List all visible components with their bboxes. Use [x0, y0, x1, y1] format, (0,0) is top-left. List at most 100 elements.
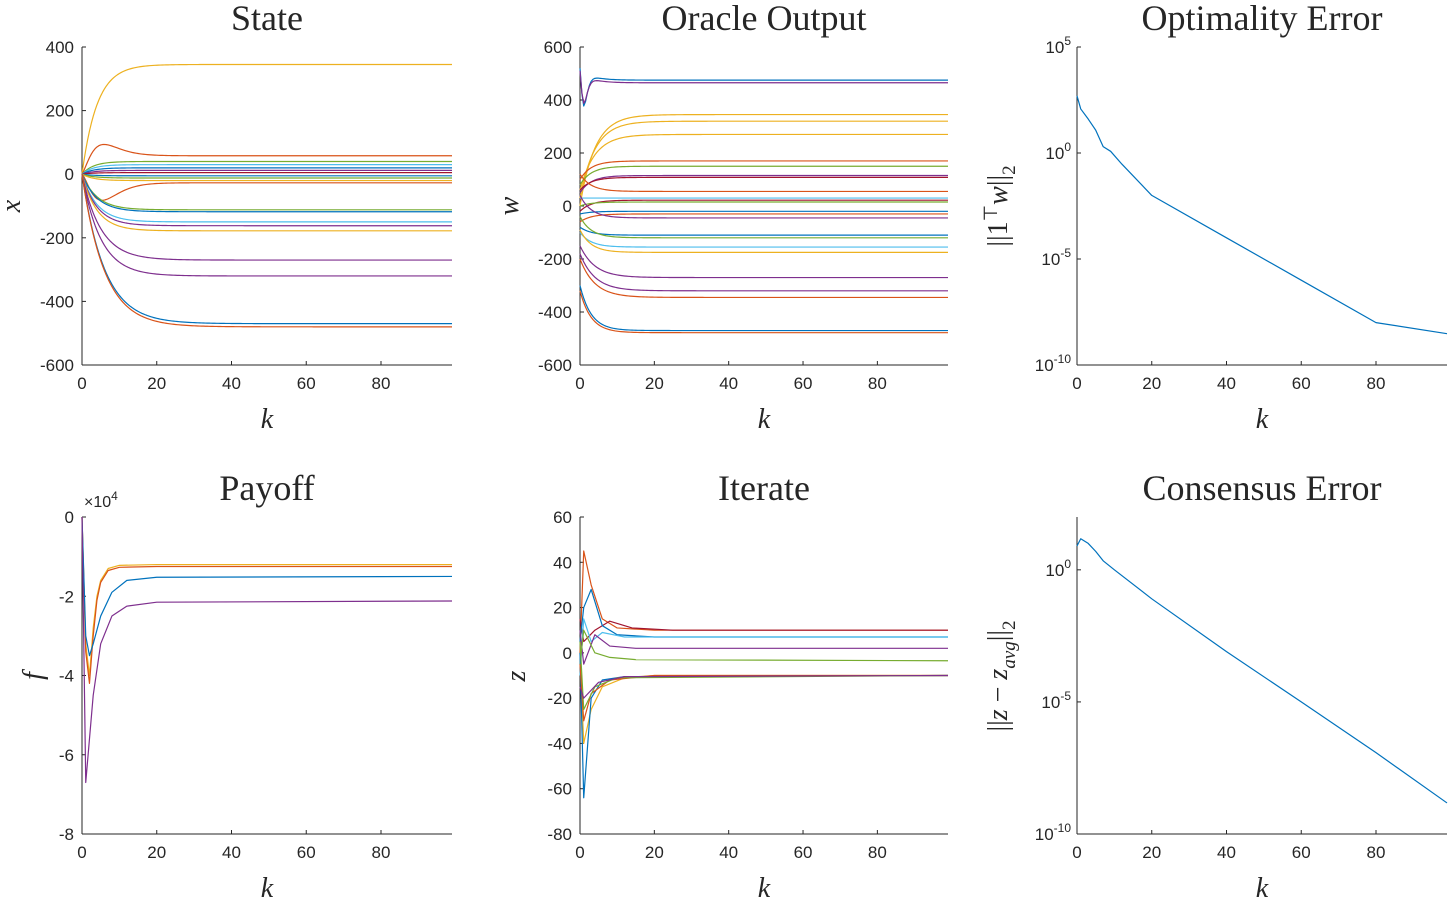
svg-text:||1⊤w||2: ||1⊤w||2: [981, 165, 1020, 246]
chart-title: Iterate: [718, 468, 810, 508]
series-line: [579, 629, 949, 665]
x-axis-label: k: [758, 404, 771, 435]
x-tick-label: 60: [1292, 374, 1311, 393]
series-line: [579, 652, 948, 745]
series-line: [579, 258, 948, 299]
series-line: [579, 195, 948, 219]
x-axis-label: k: [1256, 404, 1269, 435]
series-line: [1076, 95, 1448, 335]
series-line: [579, 285, 948, 332]
y-tick-label: -600: [40, 356, 74, 375]
series-line: [81, 173, 452, 177]
y-tick-label: 0: [563, 644, 572, 663]
series-line: [579, 113, 948, 207]
series-line: [81, 516, 453, 657]
series-line: [579, 133, 948, 191]
series-line: [81, 174, 452, 325]
y-tick-label: -400: [40, 292, 74, 311]
multiplier-exponent: 4: [111, 489, 118, 503]
x-tick-label: 0: [575, 374, 584, 393]
y-tick-label: -2: [59, 587, 74, 606]
series-line: [81, 160, 452, 175]
chart-title: State: [231, 0, 303, 38]
series-line: [81, 174, 452, 277]
x-tick-label: 20: [147, 843, 166, 862]
series-line: [81, 173, 452, 213]
x-tick-label: 20: [645, 374, 664, 393]
y-tick-label: 0: [563, 197, 572, 216]
y-tick-label: -400: [538, 303, 572, 322]
series-line: [81, 172, 452, 175]
x-tick-label: 0: [1072, 374, 1081, 393]
y-axis-label: x: [0, 199, 27, 213]
series-line: [81, 167, 452, 175]
y-axis-label: ||z − zavg||2: [983, 621, 1020, 732]
y-tick-label: -6: [59, 746, 74, 765]
chart-title: Oracle Output: [662, 0, 867, 38]
panel-iterate-chart: Iterate z k 0 20 40 60 80 -80 -60 -40 -20 0 20 40 60: [501, 468, 949, 901]
x-axis-label: k: [261, 873, 274, 901]
series-line: [81, 516, 452, 677]
series-line: [81, 173, 452, 182]
y-tick-label: -4: [59, 667, 74, 686]
series-line: [579, 199, 948, 212]
series-line: [579, 120, 948, 199]
series-line: [81, 174, 452, 227]
y-tick-label: -200: [40, 229, 74, 248]
y-tick-label: -60: [547, 780, 572, 799]
y-tick-label: 10-5: [1041, 689, 1071, 712]
series-line: [579, 550, 948, 653]
x-axis-label: k: [1256, 873, 1269, 901]
y-tick-label: 200: [46, 102, 74, 121]
x-tick-label: 0: [77, 843, 86, 862]
x-tick-label: 80: [868, 374, 887, 393]
y-axis-label: w: [494, 196, 525, 215]
x-tick-label: 40: [222, 374, 241, 393]
series-line: [579, 226, 948, 236]
x-tick-label: 40: [1217, 843, 1236, 862]
panel-consensus-error-chart: Consensus Error k ||z − zavg||2 0 20 40 60 8…: [983, 468, 1448, 901]
series-line: [579, 245, 948, 279]
x-tick-label: 0: [575, 843, 584, 862]
series-line: [81, 173, 452, 201]
y-tick-label: -80: [547, 825, 572, 844]
x-tick-label: 0: [77, 374, 86, 393]
y-tick-label: 0: [65, 508, 74, 527]
series-line: [579, 232, 948, 248]
y-tick-label: 400: [544, 91, 572, 110]
y-tick-label: -200: [538, 250, 572, 269]
series-line: [579, 618, 948, 676]
series-line: [579, 652, 949, 799]
x-tick-label: 40: [222, 843, 241, 862]
series-line: [81, 173, 452, 211]
y-axis-label: z: [501, 670, 532, 682]
panel-optimality-error-chart: Optimality Error k ||1⊤w||2 0 20 40 60 80 10-…: [981, 0, 1448, 435]
chart-title: Optimality Error: [1142, 0, 1383, 38]
svg-text:||z − zavg||2: ||z − zavg||2: [983, 621, 1020, 732]
series-line: [81, 164, 452, 175]
x-tick-label: 80: [868, 843, 887, 862]
series-line: [81, 63, 452, 175]
series-line: [81, 516, 453, 784]
series-line: [579, 176, 948, 191]
x-tick-label: 0: [1072, 843, 1081, 862]
series-line: [81, 174, 452, 261]
y-tick-label: -20: [547, 689, 572, 708]
series-line: [81, 143, 452, 175]
x-tick-label: 80: [1367, 374, 1386, 393]
series-line: [579, 630, 948, 665]
x-tick-label: 60: [297, 374, 316, 393]
series-line: [579, 213, 948, 223]
chart-title: Consensus Error: [1143, 468, 1382, 508]
y-tick-label: 10-10: [1035, 352, 1072, 375]
svg-text:×104: ×104: [84, 489, 118, 511]
y-tick-label: 20: [553, 599, 572, 618]
y-tick-label: 0: [65, 165, 74, 184]
y-axis-label: f: [18, 669, 49, 680]
y-tick-label: -8: [59, 825, 74, 844]
y-tick-label: 40: [553, 553, 572, 572]
series-line: [81, 173, 452, 179]
y-tick-label: 600: [544, 38, 572, 57]
x-tick-label: 40: [1217, 374, 1236, 393]
